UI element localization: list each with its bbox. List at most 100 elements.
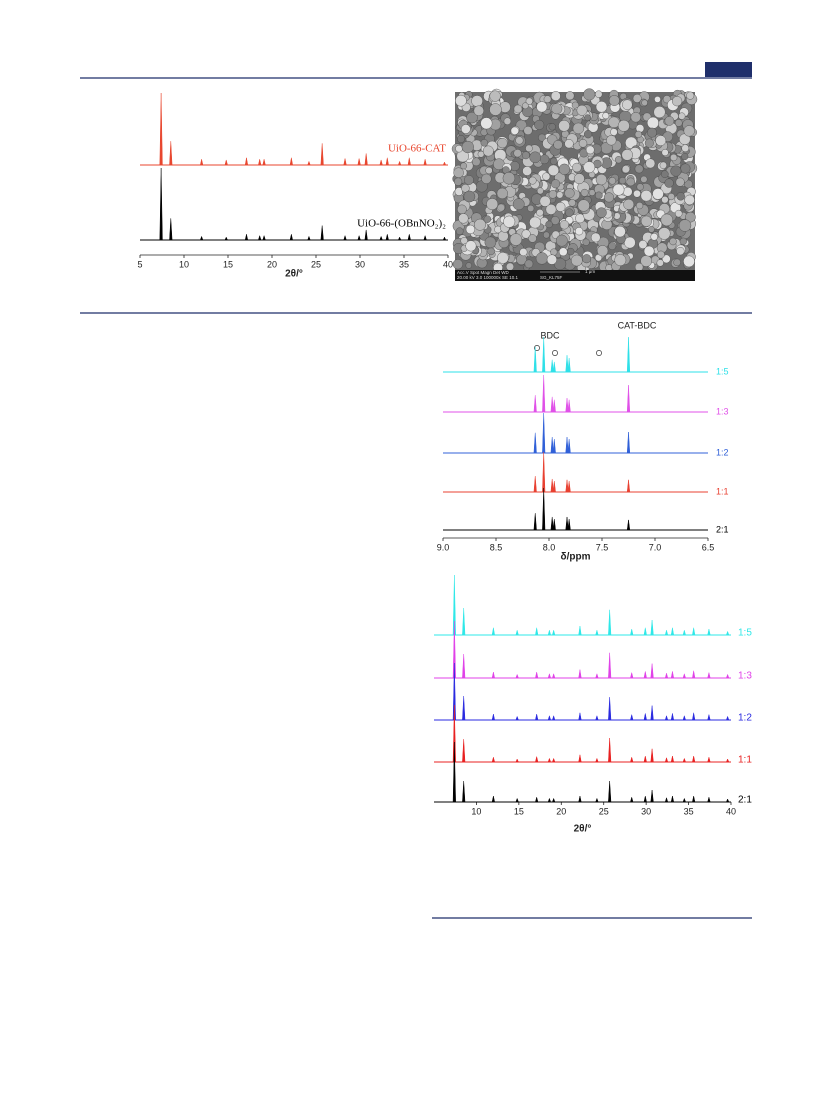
peak — [578, 795, 582, 803]
x-tick-label: 40 — [443, 259, 453, 269]
x-axis-title: 2θ/° — [574, 824, 592, 835]
peak — [643, 671, 647, 679]
sem-info: 20.00 kV 3.0 100000x SE 10.1 — [457, 275, 519, 280]
peak — [692, 755, 696, 763]
peak — [535, 671, 539, 679]
peak — [379, 235, 383, 241]
peak — [552, 672, 556, 679]
series-label: 1:5 — [716, 366, 729, 376]
sem-grain — [657, 250, 665, 259]
peak — [533, 346, 537, 373]
peak — [670, 795, 675, 803]
sem-grain — [683, 255, 695, 268]
peak — [626, 337, 631, 373]
peak — [552, 361, 556, 373]
sem-grain — [670, 165, 682, 177]
sem-grain — [622, 99, 633, 110]
x-tick-label: 7.5 — [596, 542, 609, 552]
peak — [515, 629, 519, 636]
sem-grain — [583, 130, 593, 139]
x-axis-title: δ/ppm — [561, 552, 591, 563]
sem-grain — [522, 102, 529, 110]
peak — [682, 672, 686, 679]
peak — [547, 757, 552, 763]
peak — [452, 741, 456, 803]
series-label: 1:1 — [716, 486, 729, 496]
peak — [565, 355, 569, 373]
sem-grain — [452, 259, 464, 270]
sem-grain — [536, 208, 544, 217]
sem-grain — [513, 104, 523, 114]
sem-grain — [555, 234, 568, 247]
sem-grain — [545, 203, 557, 215]
peak — [320, 143, 324, 166]
x-tick-label: 30 — [641, 806, 651, 816]
peak-marker — [534, 345, 540, 351]
peak — [664, 796, 669, 803]
sem-grain — [528, 176, 537, 185]
annotation: CAT-BDC — [618, 320, 657, 330]
sem-grain — [484, 236, 497, 249]
sem-grain — [661, 196, 669, 204]
x-tick-label: 20 — [267, 259, 277, 269]
peak — [630, 756, 634, 763]
sem-grain — [614, 225, 626, 238]
sem-grain — [502, 171, 516, 185]
x-tick-label: 8.0 — [543, 542, 556, 552]
peak — [565, 398, 569, 413]
peak — [364, 153, 368, 166]
sem-grain — [595, 191, 603, 200]
peak — [608, 737, 612, 763]
sem-grain — [623, 198, 635, 210]
sem-grain — [485, 166, 493, 175]
peak — [169, 141, 173, 166]
sem-grain — [548, 123, 556, 131]
sem-grain — [661, 170, 669, 178]
sem-grain — [521, 229, 531, 239]
series-label: UiO-66-CAT — [388, 143, 446, 155]
sem-grain — [681, 152, 689, 161]
peak — [397, 236, 402, 241]
x-tick-label: 40 — [726, 806, 736, 816]
peak — [643, 755, 647, 763]
sem-grain — [675, 209, 683, 218]
peak — [199, 159, 204, 166]
sem-grain — [486, 198, 499, 211]
sem-grain — [463, 175, 474, 185]
peak — [608, 652, 612, 679]
peak — [542, 337, 546, 373]
sem-grain — [512, 198, 525, 211]
sem-grain — [684, 194, 695, 206]
sem-grain — [667, 193, 675, 201]
peak — [552, 519, 556, 531]
x-tick-label: 5 — [137, 259, 142, 269]
peak — [707, 796, 711, 803]
sem-grain — [643, 245, 655, 257]
sem-grain — [644, 138, 654, 148]
sem-grain — [455, 144, 463, 153]
sem-grain — [596, 245, 609, 257]
peak — [725, 758, 730, 763]
peak — [551, 797, 556, 803]
sem-grain — [632, 94, 642, 103]
sem-grain — [572, 122, 585, 135]
sem-grain — [634, 164, 644, 174]
peak — [442, 236, 447, 241]
sem-grain — [617, 119, 630, 132]
sem-grain — [454, 177, 463, 186]
sem-grain — [457, 134, 466, 143]
peak — [244, 234, 249, 241]
peak — [262, 234, 266, 241]
x-tick-label: 6.5 — [702, 542, 715, 552]
sem-grain — [457, 204, 467, 215]
sem-grain — [524, 259, 534, 269]
sem-grain — [497, 138, 508, 149]
sem-grain — [497, 203, 505, 212]
sem-grain — [564, 139, 574, 149]
peak — [567, 439, 571, 454]
peak — [307, 235, 311, 241]
sem-grain — [582, 254, 592, 264]
peak — [462, 739, 466, 763]
sem-grain — [487, 247, 495, 256]
